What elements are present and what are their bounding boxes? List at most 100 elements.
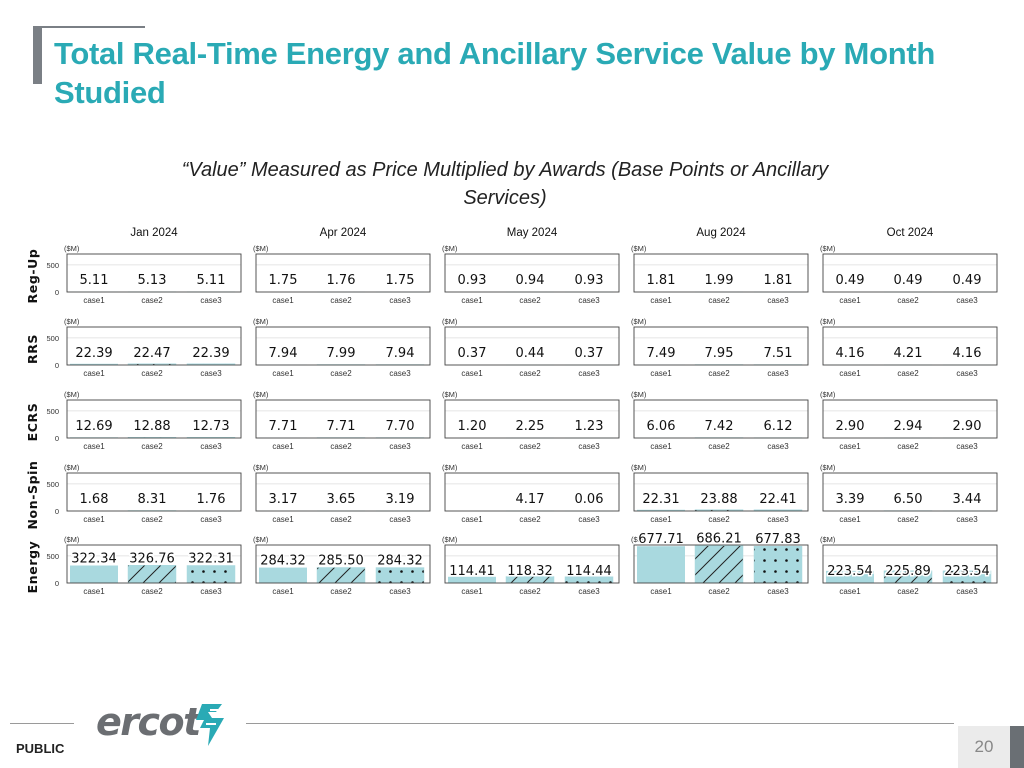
data-label: 22.31 [642,492,679,507]
xtick-label-case3: case3 [389,296,411,305]
data-label: 1.76 [327,273,356,288]
panel-frame [633,399,809,439]
bar-case3 [753,545,803,584]
data-label: 0.49 [953,273,982,288]
xtick-label-case3: case3 [578,369,600,378]
data-label: 2.90 [953,419,982,434]
panel-frame [822,544,998,584]
unit-label: ($M) [442,317,458,326]
xtick-label-case3: case3 [200,296,222,305]
row-label-energy: Energy [25,541,40,594]
row-label-non-spin: Non-Spin [25,460,40,529]
unit-label: ($M) [820,244,836,253]
xtick-label-case3: case3 [767,515,789,524]
panel-2-1: ($M) case1 case2 case3 7.71 7.71 7.70 [253,390,431,451]
logo-mark-icon [196,704,224,746]
xtick-label-case1: case1 [461,296,483,305]
data-label: 223.54 [827,564,873,579]
unit-label: ($M) [820,317,836,326]
bar-case1 [70,363,118,365]
xtick-label-case2: case2 [141,587,163,596]
data-label: 5.13 [138,273,167,288]
panel-frame [255,326,431,366]
xtick-label-case1: case1 [839,515,861,524]
unit-label: ($M) [442,463,458,472]
panel-frame [822,326,998,366]
panel-frame [822,399,998,439]
unit-label: ($M) [64,535,80,544]
slide-title: Total Real-Time Energy and Ancillary Ser… [54,36,935,110]
unit-label: ($M) [631,244,647,253]
xtick-label-case2: case2 [519,296,541,305]
panel-0-2: ($M) case1 case2 case3 0.93 0.94 0.93 [442,244,620,305]
data-label: 22.47 [133,346,170,361]
panel-4-3: ($M) case1 case2 case3 677.71 686.21 677.83 [631,530,809,596]
xtick-label-case3: case3 [767,442,789,451]
xtick-label-case1: case1 [839,587,861,596]
xtick-label-case1: case1 [461,369,483,378]
data-label: 8.31 [138,492,167,507]
unit-label: ($M) [442,390,458,399]
unit-label: ($M) [631,390,647,399]
xtick-label-case1: case1 [839,369,861,378]
panel-0-0: ($M) 0 500 case1 case2 case3 5.11 5.13 5.11 [46,244,242,305]
xtick-label-case1: case1 [461,442,483,451]
title-accent-line [33,26,145,28]
xtick-label-case1: case1 [650,369,672,378]
xtick-label-case1: case1 [839,296,861,305]
unit-label: ($M) [64,463,80,472]
data-label: 7.94 [269,346,298,361]
xtick-label-case1: case1 [650,515,672,524]
panel-3-4: ($M) case1 case2 case3 3.39 6.50 3.44 [820,463,998,524]
panel-frame [255,472,431,512]
panel-4-2: ($M) case1 case2 case3 114.41 118.32 114.44 [442,535,620,596]
data-label: 22.39 [192,346,229,361]
panel-frame [255,544,431,584]
ytick-label: 0 [55,434,59,443]
xtick-label-case3: case3 [956,442,978,451]
panel-1-4: ($M) case1 case2 case3 4.16 4.21 4.16 [820,317,998,378]
xtick-label-case3: case3 [578,515,600,524]
data-label: 7.94 [386,346,415,361]
xtick-label-case1: case1 [83,369,105,378]
panel-frame [822,472,998,512]
xtick-label-case2: case2 [897,296,919,305]
xtick-label-case1: case1 [650,587,672,596]
unit-label: ($M) [631,463,647,472]
xtick-label-case1: case1 [272,369,294,378]
unit-label: ($M) [253,463,269,472]
data-label: 1.20 [458,419,487,434]
panel-3-3: ($M) case1 case2 case3 22.31 23.88 22.41 [631,463,809,524]
xtick-label-case1: case1 [839,442,861,451]
xtick-label-case2: case2 [330,442,352,451]
data-label: 114.44 [566,564,612,579]
panel-3-2: ($M) case1 case2 case3 4.17 0.06 [442,463,620,524]
data-label: 3.39 [836,492,865,507]
panel-2-3: ($M) case1 case2 case3 6.06 7.42 6.12 [631,390,809,451]
xtick-label-case3: case3 [200,442,222,451]
xtick-label-case2: case2 [897,442,919,451]
data-label: 0.37 [458,346,487,361]
data-label: 6.12 [764,419,793,434]
panel-frame [444,544,620,584]
row-label-ecrs: ECRS [25,403,40,442]
xtick-label-case3: case3 [956,369,978,378]
panel-frame [444,253,620,293]
chart-grid: Jan 2024 Apr 2024 May 2024 Aug 2024 Oct 2024… [25,227,998,596]
xtick-label-case1: case1 [272,515,294,524]
data-label: 6.06 [647,419,676,434]
data-label: 1.75 [386,273,415,288]
panel-frame [444,399,620,439]
unit-label: ($M) [64,390,80,399]
data-label: 0.06 [575,492,604,507]
data-label: 4.17 [516,492,545,507]
unit-label: ($M) [442,244,458,253]
xtick-label-case1: case1 [272,442,294,451]
panel-frame [633,472,809,512]
ytick-label: 500 [46,552,59,561]
panel-frame [444,326,620,366]
data-label: 285.50 [318,554,364,569]
xtick-label-case1: case1 [461,515,483,524]
data-label: 4.21 [894,346,923,361]
panel-1-0: ($M) 0 500 case1 case2 case3 22.39 22.47 22.39 [46,317,242,378]
